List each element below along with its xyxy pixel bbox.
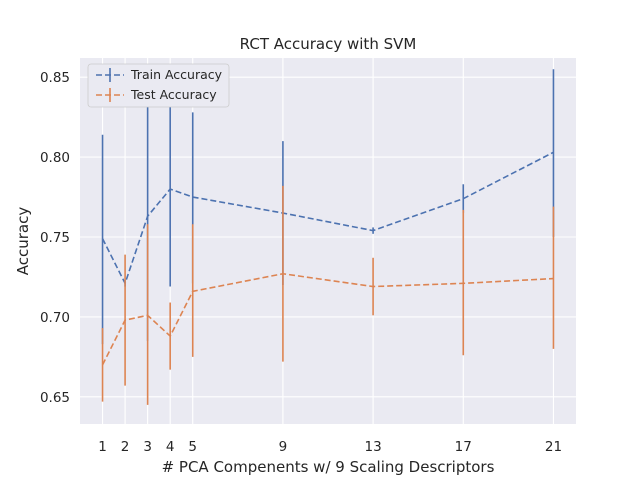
x-tick-label: 5	[188, 439, 197, 455]
x-tick-label: 1	[98, 439, 107, 455]
x-tick-label: 17	[455, 439, 472, 455]
y-tick-label: 0.75	[40, 230, 70, 246]
x-tick-label: 13	[364, 439, 381, 455]
legend: Train Accuracy Test Accuracy	[87, 63, 230, 108]
y-tick-label: 0.85	[40, 70, 70, 86]
y-tick-labels: 0.65 0.70 0.75 0.80 0.85	[40, 70, 70, 406]
x-axis-label: # PCA Compenents w/ 9 Scaling Descriptor…	[162, 458, 495, 476]
x-tick-label: 9	[279, 439, 288, 455]
y-tick-label: 0.80	[40, 150, 70, 166]
x-tick-label: 4	[166, 439, 175, 455]
x-tick-label: 3	[143, 439, 152, 455]
x-tick-label: 21	[545, 439, 562, 455]
y-tick-label: 0.70	[40, 310, 70, 326]
plot-area	[80, 58, 576, 424]
legend-entry-test: Test Accuracy	[96, 87, 217, 102]
y-axis-label: Accuracy	[14, 207, 32, 276]
y-tick-label: 0.65	[40, 390, 70, 406]
chart-title: RCT Accuracy with SVM	[240, 35, 417, 53]
legend-label: Train Accuracy	[130, 67, 223, 82]
legend-entry-train: Train Accuracy	[96, 67, 223, 82]
x-tick-labels: 1 2 3 4 5 9 13 17 21	[98, 439, 562, 455]
x-tick-label: 2	[121, 439, 130, 455]
series-layer	[101, 69, 555, 405]
legend-label: Test Accuracy	[130, 87, 217, 102]
